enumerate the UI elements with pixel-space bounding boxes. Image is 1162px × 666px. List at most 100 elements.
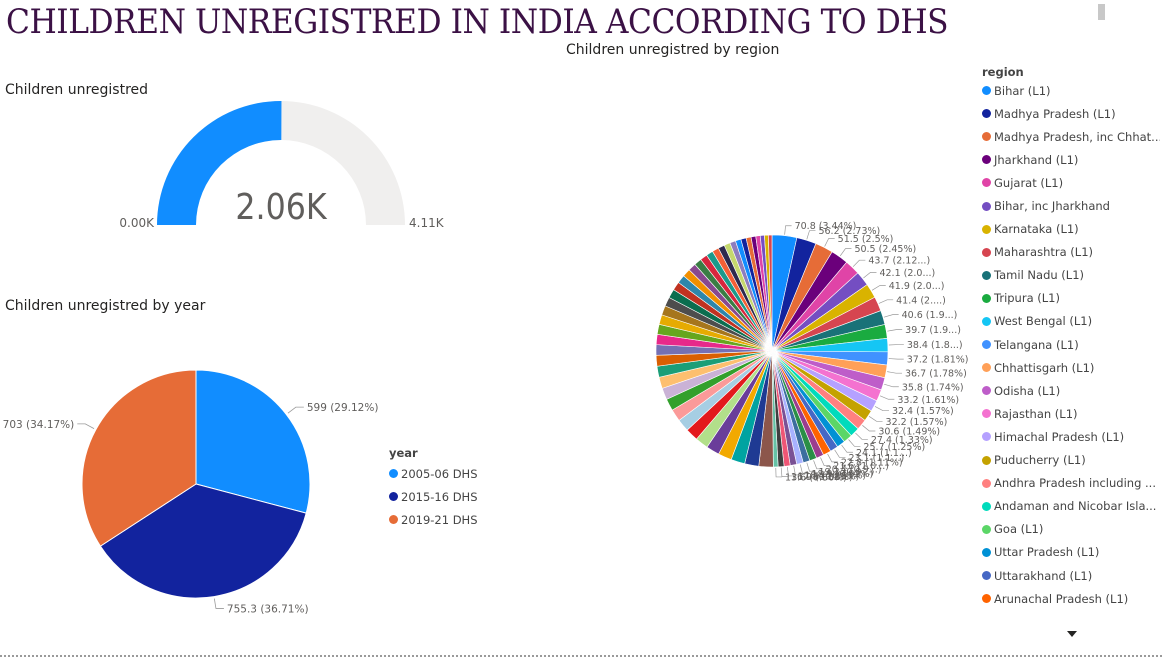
region-legend-item[interactable]: Puducherry (L1) <box>982 449 1160 472</box>
region-legend-item[interactable]: West Bengal (L1) <box>982 310 1160 333</box>
legend-marker-icon <box>982 201 991 211</box>
region-legend-item[interactable]: Maharashtra (L1) <box>982 241 1160 264</box>
region-data-label: 43.7 (2.12...) <box>868 256 930 267</box>
region-leader-line <box>784 225 792 235</box>
region-legend-label: Bihar, inc Jharkhand <box>994 199 1110 214</box>
region-leader-line <box>834 449 846 458</box>
legend-marker-icon <box>982 340 991 350</box>
region-leader-line <box>863 272 877 279</box>
region-legend-item[interactable]: Madhya Pradesh (L1) <box>982 102 1160 125</box>
region-legend-item[interactable]: Chhattisgarh (L1) <box>982 356 1160 379</box>
legend-marker-icon <box>982 432 991 442</box>
region-legend-item[interactable]: Odisha (L1) <box>982 379 1160 402</box>
region-leader-line <box>775 467 783 478</box>
region-legend-item[interactable]: Bihar, inc Jharkhand <box>982 194 1160 217</box>
region-legend-item[interactable]: Tripura (L1) <box>982 287 1160 310</box>
region-legend-item[interactable]: Uttarakhand (L1) <box>982 564 1160 587</box>
region-legend-item[interactable]: Karnataka (L1) <box>982 218 1160 241</box>
region-data-label: 21.6 (1.0...) <box>833 461 889 472</box>
region-legend-label: Andaman and Nicobar Isla... <box>994 499 1157 514</box>
gauge-chart: 2.06K 0.00K 4.11K <box>119 101 445 230</box>
gauge-title: Children unregistred <box>5 82 149 98</box>
region-legend-label: Arunachal Pradesh (L1) <box>994 591 1129 606</box>
region-legend-label: Bihar (L1) <box>994 83 1051 98</box>
gauge-min-label: 0.00K <box>119 216 155 230</box>
legend-marker-icon <box>982 316 991 326</box>
region-legend-item[interactable]: Jharkhand (L1) <box>982 148 1160 171</box>
region-data-label: 22.8 (1.11%) <box>841 457 903 468</box>
region-legend-item[interactable]: Madhya Pradesh, inc Chhat... <box>982 125 1160 148</box>
region-legend-item[interactable]: Himachal Pradesh (L1) <box>982 425 1160 448</box>
region-data-label: 38.4 (1.8...) <box>907 340 963 351</box>
region-pie-title: Children unregistred by region <box>566 42 780 58</box>
region-leader-line <box>879 395 895 400</box>
region-legend-label: Telangana (L1) <box>994 337 1079 352</box>
year-pie-slice <box>195 369 311 514</box>
region-legend-label: Karnataka (L1) <box>994 222 1079 237</box>
legend-marker-icon <box>389 492 398 501</box>
year-legend-item[interactable]: 2005-06 DHS <box>389 462 478 485</box>
legend-marker-icon <box>982 109 991 119</box>
region-data-label: 50.5 (2.45%) <box>854 244 916 255</box>
year-legend-item[interactable]: 2015-16 DHS <box>389 485 478 508</box>
region-legend-item[interactable]: Rajasthan (L1) <box>982 402 1160 425</box>
region-legend-label: Rajasthan (L1) <box>994 406 1078 421</box>
gauge-value: 2.06K <box>235 186 327 227</box>
region-legend-label: Uttarakhand (L1) <box>994 568 1093 583</box>
region-legend-item[interactable]: Bihar (L1) <box>982 79 1160 102</box>
legend-marker-icon <box>982 524 991 534</box>
region-legend-item[interactable]: Arunachal Pradesh (L1) <box>982 587 1160 610</box>
region-legend-item[interactable]: Tamil Nadu (L1) <box>982 264 1160 287</box>
region-leader-line <box>852 259 866 267</box>
region-data-label: 70.8 (3.44%) <box>795 221 857 232</box>
region-data-label: 18.9 (0.92%) <box>811 469 873 480</box>
region-leader-line <box>841 444 853 453</box>
gauge-max-label: 4.11K <box>409 216 445 230</box>
region-leader-line <box>888 358 904 360</box>
region-leader-line <box>806 230 816 240</box>
legend-marker-icon <box>982 501 991 511</box>
year-data-label: 703 (34.17%) <box>3 419 75 431</box>
region-pie-slice <box>768 234 773 352</box>
region-legend-label: Goa (L1) <box>994 522 1044 537</box>
legend-marker-icon <box>982 547 991 557</box>
region-legend: region Bihar (L1) Madhya Pradesh (L1) Madh… <box>982 65 1160 610</box>
region-legend-item[interactable]: Telangana (L1) <box>982 333 1160 356</box>
region-leader-line <box>874 406 889 412</box>
region-data-label: 32.4 (1.57%) <box>892 406 954 417</box>
year-leader-line <box>77 423 95 430</box>
region-legend-item[interactable]: Uttar Pradesh (L1) <box>982 541 1160 564</box>
region-legend-label: Chhattisgarh (L1) <box>994 360 1095 375</box>
year-pie-slice <box>81 369 197 547</box>
year-data-label: 755.3 (36.71%) <box>227 603 309 615</box>
legend-marker-icon <box>982 594 991 604</box>
legend-marker-icon <box>982 155 991 165</box>
region-legend-label: Gujarat (L1) <box>994 175 1064 190</box>
year-legend-label: 2005-06 DHS <box>401 466 478 481</box>
region-legend-item[interactable]: Gujarat (L1) <box>982 171 1160 194</box>
region-legend-item[interactable]: Andhra Pradesh including ... <box>982 472 1160 495</box>
region-data-label: 30.6 (1.49%) <box>878 427 940 438</box>
page-scrollbar[interactable] <box>1098 4 1105 20</box>
year-legend-item[interactable]: 2019-21 DHS <box>389 508 478 531</box>
region-data-label: 37.2 (1.81%) <box>907 355 969 366</box>
legend-marker-icon <box>982 455 991 465</box>
year-pie-chart: 599 (29.12%) 755.3 (36.71%) 703 (34.17%) <box>3 369 379 615</box>
chevron-down-icon[interactable] <box>1066 630 1078 638</box>
region-data-label: 18.7 (0.91%) <box>804 470 866 481</box>
year-pie-slice <box>99 483 307 599</box>
legend-marker-icon <box>982 247 991 257</box>
region-legend-item[interactable]: Andaman and Nicobar Isla... <box>982 495 1160 518</box>
region-legend-label: Himachal Pradesh (L1) <box>994 429 1125 444</box>
region-data-label: 20.4 (0.9...) <box>826 464 882 475</box>
region-legend-label: Puducherry (L1) <box>994 453 1086 468</box>
region-legend-item[interactable]: Goa (L1) <box>982 518 1160 541</box>
legend-marker-icon <box>389 515 398 524</box>
region-data-label: 56.2 (2.73%) <box>818 226 880 237</box>
legend-marker-icon <box>389 469 398 478</box>
gauge-fill <box>157 101 282 225</box>
year-legend-label: 2019-21 DHS <box>401 512 478 527</box>
region-legend-label: Jharkhand (L1) <box>994 152 1079 167</box>
region-leader-line <box>887 371 903 374</box>
year-data-label: 599 (29.12%) <box>307 402 379 414</box>
